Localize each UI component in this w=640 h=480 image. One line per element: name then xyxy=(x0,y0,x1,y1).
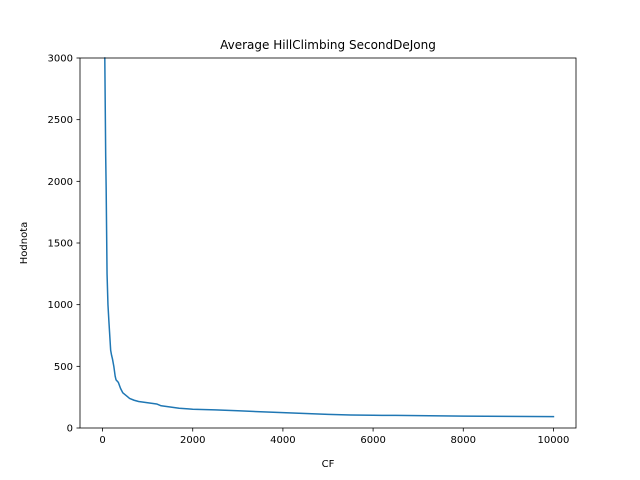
y-axis-ticks: 0 500 1000 1500 2000 2500 3000 xyxy=(48,54,80,435)
y-tick-label: 1500 xyxy=(48,239,73,250)
x-tick-label: 6000 xyxy=(360,435,385,446)
chart-title: Average HillClimbing SecondDeJong xyxy=(220,38,436,52)
y-tick-label: 2000 xyxy=(48,177,73,188)
series-line xyxy=(104,57,555,418)
y-axis-label: Hodnota xyxy=(19,222,30,265)
y-tick-label: 1000 xyxy=(48,300,73,311)
plot-frame xyxy=(79,57,577,429)
plot-area xyxy=(80,58,576,428)
x-tick-label: 4000 xyxy=(270,435,295,446)
x-axis-ticks: 0 2000 4000 6000 8000 10000 xyxy=(99,428,569,446)
x-tick-label: 10000 xyxy=(538,435,570,446)
x-axis-label: CF xyxy=(322,459,335,470)
y-tick-label: 3000 xyxy=(48,54,73,65)
x-tick-label: 8000 xyxy=(451,435,476,446)
y-tick-label: 500 xyxy=(54,362,73,373)
y-tick-label: 0 xyxy=(67,424,73,435)
x-tick-label: 2000 xyxy=(180,435,205,446)
y-tick-label: 2500 xyxy=(48,115,73,126)
x-tick-label: 0 xyxy=(99,435,105,446)
